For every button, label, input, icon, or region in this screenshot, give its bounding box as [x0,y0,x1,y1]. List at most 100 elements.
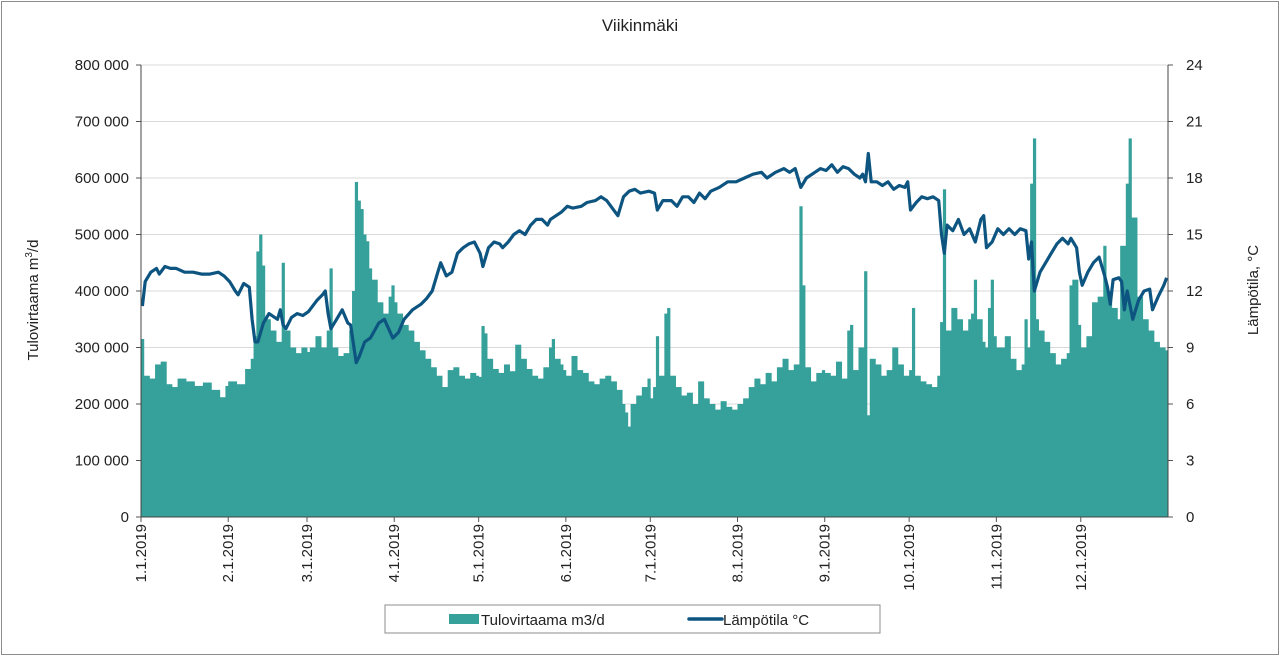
flow-bar [467,378,471,517]
flow-bar [264,319,269,517]
flow-bar [768,372,772,517]
flow-bar [180,378,184,517]
x-tick-label: 8.1.2019 [730,524,747,582]
flow-bar [332,347,336,517]
flow-bar [911,307,916,517]
flow-bar [684,395,688,517]
flow-bar [644,387,648,517]
flow-bar [419,350,423,517]
flow-bar [560,364,564,517]
flow-bar [534,375,539,517]
flow-bar [948,330,952,517]
x-tick-label: 12.1.2019 [1073,524,1090,591]
flow-bar [197,385,201,517]
flow-bar [354,181,359,517]
flow-bar [731,409,736,517]
flow-bar [1100,296,1104,517]
flow-bar [278,341,283,517]
flow-bar [458,375,463,517]
flow-bar [920,381,924,517]
flow-bar [743,398,747,517]
flow-bar [858,347,862,517]
flow-bar [413,341,418,517]
flow-bar [571,355,575,517]
flow-bar [942,189,947,518]
y-tick-label: 200 000 [75,396,129,413]
flow-bar [194,385,198,517]
flow-bar [959,319,963,517]
flow-bar [987,307,992,517]
flow-bar [844,378,848,517]
flow-bar [1122,245,1127,518]
flow-bar [973,279,978,517]
flow-bar [439,375,443,517]
flow-bar [568,375,572,517]
flow-bar [1030,183,1034,517]
flow-bar [1072,279,1076,517]
flow-bar [971,313,975,517]
flow-bar [453,367,457,517]
flow-bar [824,372,828,517]
flow-bar [698,381,702,517]
flow-bar [706,398,710,517]
flow-bar [1114,307,1118,517]
flow-bar [202,382,207,517]
flow-bar [216,389,221,517]
flow-bar [830,375,834,517]
flow-bar [329,268,333,517]
flow-bar [540,378,544,517]
flow-bar [1035,319,1039,517]
flow-bar [1038,330,1042,517]
flow-bar [883,375,888,517]
flow-bar [174,387,178,517]
flow-bar [501,372,505,517]
flow-bar [1131,217,1135,518]
flow-bar [149,378,153,517]
flow-bar [1108,291,1113,517]
flow-bar [717,409,722,517]
flow-bar [495,368,499,517]
flow-bar [610,381,615,517]
flow-bar [1148,330,1152,517]
flow-bar [1092,302,1096,517]
flow-bar [1103,245,1107,518]
flow-bar [284,330,288,517]
y2-tick-label: 3 [1186,453,1194,470]
flow-bar [774,381,778,517]
flow-bar [183,378,187,517]
flow-bar [391,285,395,517]
flow-bar [307,352,311,517]
flow-bar [256,251,260,517]
flow-bar [810,381,814,517]
flow-bar [624,412,629,517]
chart-title: Viikinmäki [602,16,678,35]
flow-bar [807,367,812,517]
flow-bar [447,370,451,517]
flow-bar [855,370,859,517]
flow-bar [1063,358,1068,517]
flow-bar [385,313,390,517]
flow-bar [906,375,910,517]
flow-bar [866,415,871,517]
y-tick-label: 300 000 [75,340,129,357]
flow-bar [399,313,404,517]
flow-bar [999,347,1003,517]
flow-bar [478,376,482,517]
flow-bar [1047,341,1051,517]
flow-bar [166,384,170,517]
flow-bar [537,378,541,517]
flow-bar [515,344,519,517]
flow-bar [594,384,598,517]
flow-bar [1151,330,1155,517]
flow-bar [819,372,823,517]
flow-bar [737,404,741,517]
flow-bar [847,330,851,517]
flow-bar [926,384,930,517]
flow-bars [141,138,1169,518]
flow-bar [529,368,533,517]
flow-bar [1058,364,1062,517]
flow-bar [1007,336,1011,517]
flow-bar [363,234,367,517]
flow-bar [335,347,339,517]
flow-bar [734,409,738,517]
